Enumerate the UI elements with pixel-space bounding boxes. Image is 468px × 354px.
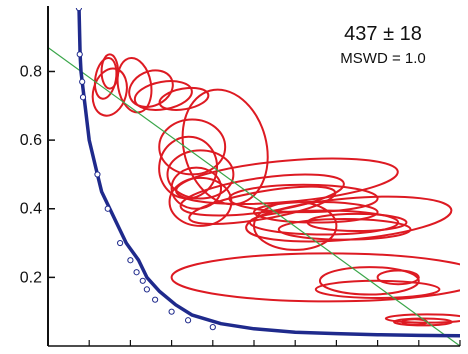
concordia-curve-group [77,8,460,338]
error-ellipse-11 [166,149,235,200]
concordia-marker-12 [152,296,159,303]
concordia-marker-11 [143,286,150,293]
mswd-annotation: MSWD = 1.0 [340,50,425,67]
error-ellipse-21 [277,218,412,241]
error-ellipse-22 [306,212,408,233]
concordia-marker-10 [139,277,146,284]
y-tick-label-0.2: 0.2 [20,269,42,286]
concordia-age-markers [75,8,216,331]
error-ellipse-23 [253,200,338,251]
error-ellipse-4 [116,57,153,114]
y-tick-label-0.8: 0.8 [20,63,42,80]
error-ellipse-25 [318,266,420,296]
concordia-marker-8 [127,257,134,264]
error-ellipse-5 [128,69,174,108]
y-tick-label-0.6: 0.6 [20,132,42,149]
concordia-marker-7 [117,239,124,247]
error-ellipse-7 [158,86,210,111]
y-tick-label-0.4: 0.4 [20,201,42,218]
error-ellipse-26 [314,279,441,299]
error-ellipse-15 [179,173,345,217]
error-ellipse-3 [91,67,128,117]
concordia-marker-1 [75,8,82,12]
regression-line [48,46,460,346]
y-axis-ticks: 0.2 0.4 0.6 0.8 [20,63,55,286]
concordia-marker-3 [79,78,86,85]
concordia-marker-5 [94,171,101,178]
error-ellipse-12 [170,166,223,210]
error-ellipses [91,53,460,327]
concordia-marker-13 [168,308,175,315]
error-ellipse-27 [376,269,420,286]
concordia-curve [77,8,460,338]
error-ellipse-9 [158,118,227,176]
age-annotation: 437 ± 18 [344,23,422,45]
x-axis-ticks [88,340,461,346]
concordia-marker-14 [184,317,192,324]
concordia-marker-2 [76,51,83,58]
error-ellipse-24 [170,252,460,303]
regression-line-group [48,46,460,346]
concordia-marker-6 [104,205,111,212]
error-ellipse-1 [93,56,118,100]
concordia-marker-15 [209,324,216,331]
concordia-marker-4 [79,94,87,101]
concordia-marker-9 [133,269,140,276]
